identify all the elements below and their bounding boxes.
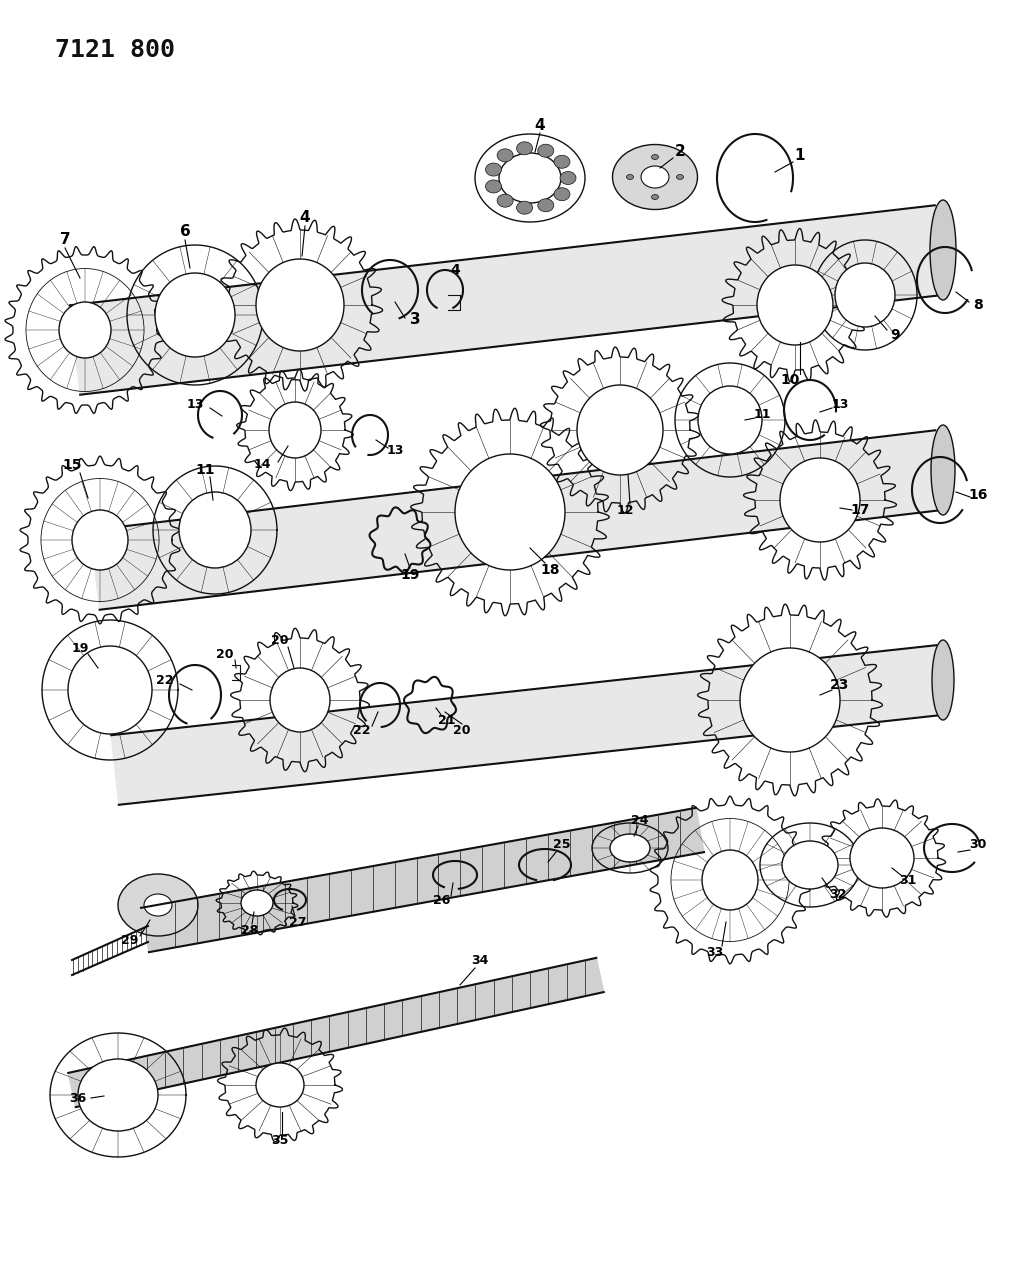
Text: 24: 24 <box>631 813 648 826</box>
Text: 34: 34 <box>471 954 488 966</box>
Text: 11: 11 <box>753 408 771 422</box>
Ellipse shape <box>652 195 659 199</box>
Ellipse shape <box>60 302 111 358</box>
Polygon shape <box>90 430 945 609</box>
Ellipse shape <box>498 149 513 162</box>
Text: 4: 4 <box>535 117 545 133</box>
Text: 28: 28 <box>241 923 259 937</box>
Ellipse shape <box>499 153 561 203</box>
Text: 12: 12 <box>617 504 634 516</box>
Text: 4: 4 <box>450 263 460 277</box>
Text: 17: 17 <box>851 504 870 516</box>
Ellipse shape <box>78 1060 158 1131</box>
Ellipse shape <box>485 163 502 176</box>
Ellipse shape <box>269 402 321 458</box>
Text: 19: 19 <box>72 641 88 654</box>
Text: 15: 15 <box>63 458 82 472</box>
Text: 2: 2 <box>675 144 685 159</box>
Ellipse shape <box>538 199 554 212</box>
Ellipse shape <box>757 265 833 346</box>
Text: 20: 20 <box>453 723 471 737</box>
Text: 36: 36 <box>70 1091 86 1104</box>
Ellipse shape <box>610 834 650 862</box>
Polygon shape <box>111 645 944 805</box>
Text: 21: 21 <box>438 714 456 727</box>
Text: 13: 13 <box>387 444 403 456</box>
Text: 1: 1 <box>795 148 805 162</box>
Text: 13: 13 <box>187 399 204 412</box>
Text: 32: 32 <box>829 889 846 901</box>
Text: 23: 23 <box>830 678 850 692</box>
Ellipse shape <box>627 175 633 180</box>
Ellipse shape <box>835 263 895 326</box>
Text: 30: 30 <box>970 839 987 852</box>
Ellipse shape <box>485 180 502 193</box>
Ellipse shape <box>698 386 762 454</box>
Ellipse shape <box>256 259 344 351</box>
Ellipse shape <box>517 142 532 154</box>
Ellipse shape <box>702 850 758 910</box>
Ellipse shape <box>270 668 330 732</box>
Ellipse shape <box>652 154 659 159</box>
Ellipse shape <box>155 273 235 357</box>
Text: 9: 9 <box>891 328 900 342</box>
Ellipse shape <box>782 842 838 889</box>
Ellipse shape <box>780 458 860 542</box>
Polygon shape <box>141 808 704 952</box>
Text: 16: 16 <box>969 488 988 502</box>
Text: 7121 800: 7121 800 <box>55 38 175 62</box>
Ellipse shape <box>498 194 513 207</box>
Text: 19: 19 <box>400 567 420 581</box>
Text: 27: 27 <box>289 915 307 928</box>
Text: 29: 29 <box>121 933 139 946</box>
Text: 4: 4 <box>300 210 310 226</box>
Polygon shape <box>69 958 603 1107</box>
Ellipse shape <box>118 873 198 936</box>
Text: 3: 3 <box>409 312 421 328</box>
Ellipse shape <box>554 156 570 168</box>
Text: 22: 22 <box>353 723 370 737</box>
Text: 7: 7 <box>60 232 71 247</box>
Ellipse shape <box>455 454 565 570</box>
Polygon shape <box>70 205 945 395</box>
Ellipse shape <box>179 492 251 567</box>
Ellipse shape <box>932 640 954 720</box>
Ellipse shape <box>560 172 576 185</box>
Ellipse shape <box>931 425 955 515</box>
Text: 11: 11 <box>195 463 214 477</box>
Ellipse shape <box>577 385 663 476</box>
Text: 6: 6 <box>180 224 191 240</box>
Ellipse shape <box>68 646 152 734</box>
Text: 18: 18 <box>541 564 560 578</box>
Text: 26: 26 <box>433 894 450 907</box>
Text: 10: 10 <box>781 374 799 388</box>
Text: 20: 20 <box>216 649 234 662</box>
Text: 25: 25 <box>553 839 570 852</box>
Text: 35: 35 <box>271 1133 288 1146</box>
Ellipse shape <box>613 144 698 209</box>
Text: 33: 33 <box>706 946 723 959</box>
Ellipse shape <box>517 201 532 214</box>
Text: 14: 14 <box>253 459 271 472</box>
Ellipse shape <box>554 187 570 200</box>
Ellipse shape <box>930 200 956 300</box>
Ellipse shape <box>740 648 840 752</box>
Ellipse shape <box>241 890 273 915</box>
Text: 13: 13 <box>831 399 849 412</box>
Ellipse shape <box>850 827 914 887</box>
Ellipse shape <box>641 166 669 187</box>
Text: 8: 8 <box>973 298 983 312</box>
Ellipse shape <box>676 175 683 180</box>
Ellipse shape <box>256 1063 304 1107</box>
Ellipse shape <box>538 144 554 157</box>
Text: 20: 20 <box>271 634 288 646</box>
Ellipse shape <box>72 510 128 570</box>
Ellipse shape <box>144 894 172 915</box>
Text: 31: 31 <box>900 873 916 886</box>
Text: 22: 22 <box>156 673 173 686</box>
